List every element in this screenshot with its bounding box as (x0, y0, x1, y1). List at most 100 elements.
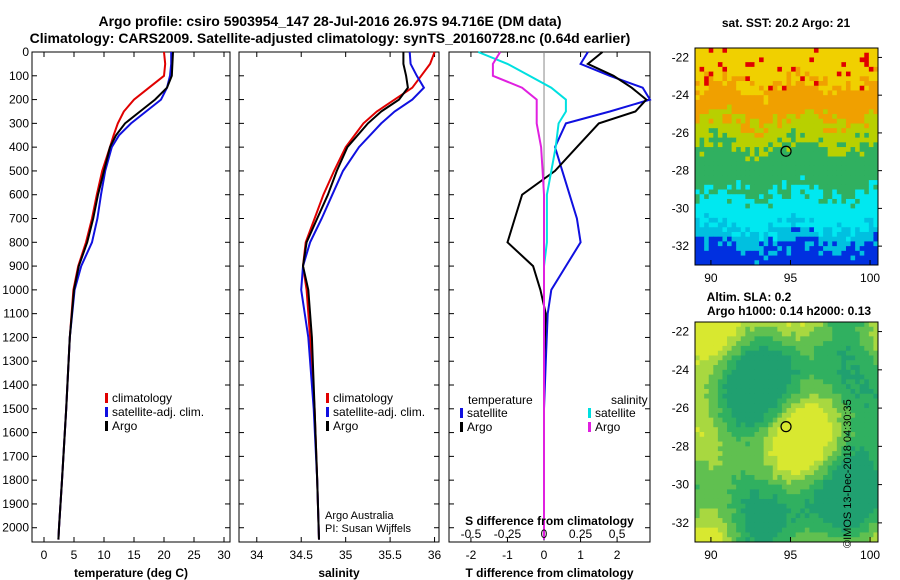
sla-map-cell (786, 322, 792, 328)
sst-map-cell (759, 184, 765, 190)
sla-map-cell (850, 365, 856, 371)
sla-map-cell (864, 422, 870, 428)
sla-map-cell (736, 470, 742, 476)
sla-map-cell (745, 451, 751, 457)
sst-map-cell (713, 71, 719, 77)
sst-map-cell (695, 52, 700, 58)
sla-map-cell (717, 441, 723, 447)
sst-map-cell (749, 48, 755, 54)
sla-map-cell (859, 331, 865, 337)
sla-map-cell (777, 345, 783, 352)
sst-map-cell (768, 156, 774, 162)
sst-map-cell (845, 48, 851, 54)
sla-map-cell (809, 441, 815, 447)
sst-map-cell (763, 62, 769, 68)
sst-map-cell (713, 184, 719, 190)
sst-map-cell (845, 175, 851, 181)
sst-map-cell (827, 66, 833, 72)
sst-map-cell (777, 194, 783, 200)
sla-map-cell (759, 422, 765, 428)
sla-map-cell (736, 355, 742, 361)
sst-map-cell (727, 62, 732, 68)
sst-map-cell (827, 170, 833, 176)
sst-map-cell (745, 208, 751, 214)
sst-map-cell (699, 71, 705, 77)
sla-map-cell (823, 498, 829, 505)
sst-map-cell (813, 184, 819, 190)
sla-map-cell (850, 379, 856, 385)
sst-map-cell (827, 62, 833, 68)
diff-legend-sal-sat-label: satellite (595, 406, 636, 420)
sla-map-cell (745, 374, 751, 380)
sst-map-cell (717, 250, 723, 256)
sst-map-cell (699, 99, 705, 106)
sla-map-cell (813, 518, 819, 524)
sst-map-cell (873, 161, 879, 167)
sst-map-cell (781, 161, 787, 167)
sla-map-cell (795, 350, 801, 356)
sla-map-cell (859, 446, 865, 452)
sst-map-cell (791, 203, 797, 209)
sst-map-cell (809, 198, 815, 205)
sla-map-cell (813, 365, 819, 371)
sst-map-cell (791, 175, 797, 181)
sla-map-cell (791, 336, 797, 342)
sla-map-cell (736, 365, 742, 371)
sst-map-cell (841, 198, 847, 205)
sst-map-cell (850, 62, 856, 68)
sla-map-cell (731, 475, 737, 481)
sst-map-cell (740, 90, 746, 96)
sst-map-cell (864, 180, 870, 186)
sst-map-cell (772, 156, 778, 162)
sst-map-cell (836, 99, 842, 106)
sst-map-cell (699, 109, 705, 115)
sla-map-cell (759, 460, 765, 466)
sla-map-cell (845, 527, 851, 533)
sst-map-cell (717, 109, 723, 115)
sst-map-cell (804, 123, 810, 129)
sla-map-cell (859, 432, 865, 438)
sst-map-cell (781, 137, 787, 143)
sla-map-cell (708, 398, 714, 404)
sla-map-cell (864, 460, 870, 466)
sst-map-cell (795, 99, 801, 106)
sla-map-cell (855, 494, 861, 500)
sst-map-cell (768, 85, 774, 91)
sst-map-cell (722, 217, 728, 223)
sst-map-cell (736, 227, 742, 233)
sst-map-cell (717, 48, 723, 54)
sla-map-cell (873, 527, 879, 533)
sla-map-cell (731, 355, 737, 361)
sla-map-cell (809, 355, 815, 361)
sla-map-cell (818, 484, 824, 490)
sla-map-cell (873, 475, 879, 481)
sla-map-cell (717, 503, 723, 509)
diff-legend-sal-title: salinity (611, 393, 648, 407)
sst-map-cell (736, 76, 742, 82)
sla-map-cell (795, 369, 801, 376)
sst-map-cell (813, 227, 819, 233)
sla-map-cell (786, 336, 792, 342)
sla-map-cell (777, 532, 783, 538)
sst-map-cell (823, 194, 829, 200)
sst-map-cell (818, 52, 824, 58)
sst-map-cell (736, 255, 742, 261)
sla-map-cell (754, 441, 760, 447)
sla-map-cell (772, 322, 778, 328)
sst-map-cell (699, 62, 705, 68)
sla-map-cell (855, 513, 861, 519)
sst-map-cell (795, 90, 801, 96)
sst-map-cell (873, 175, 879, 181)
sla-map-cell (713, 322, 719, 328)
sst-map-cell (855, 175, 861, 181)
sla-map-cell (832, 513, 838, 519)
sla-map-cell (754, 513, 760, 519)
sst-map-cell (795, 104, 801, 110)
sst-map-cell (868, 184, 874, 190)
sla-map-cell (699, 422, 705, 428)
sst-map-cell (722, 241, 728, 247)
sst-map-cell (845, 137, 851, 143)
sst-map-cell (777, 213, 783, 219)
sla-map-cell (722, 427, 728, 433)
sla-map-cell (864, 398, 870, 404)
